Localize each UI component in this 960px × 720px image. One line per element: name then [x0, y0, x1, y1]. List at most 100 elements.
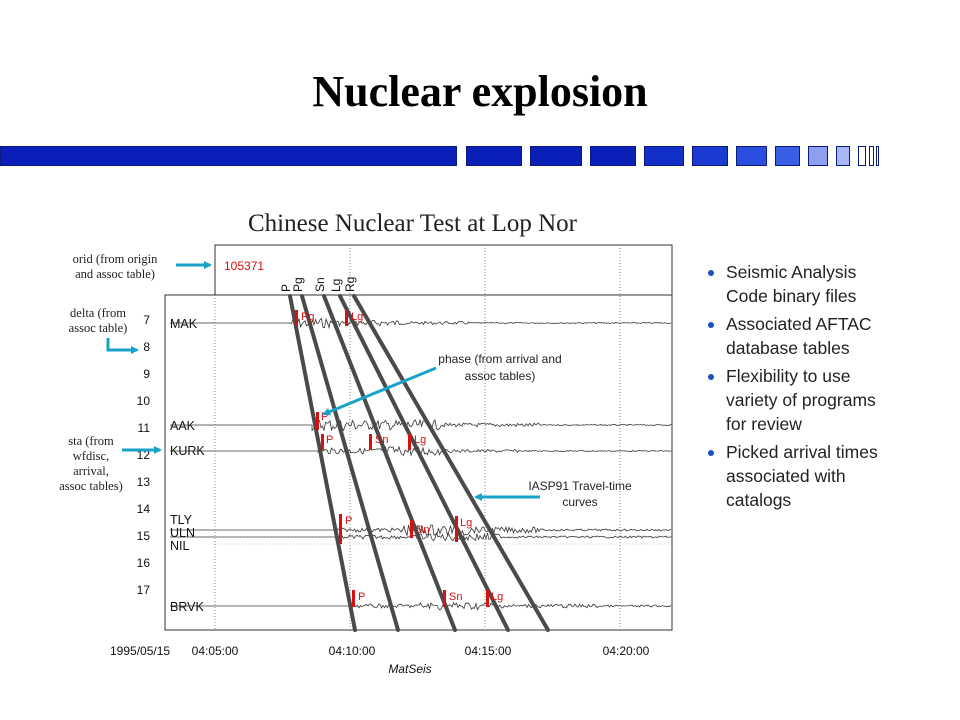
x-tick-label: 04:05:00 — [192, 644, 239, 658]
figure-title: Chinese Nuclear Test at Lop Nor — [248, 210, 577, 237]
pick-marker — [339, 514, 342, 544]
station-label: MAK — [170, 317, 198, 331]
bullet-dot-icon — [708, 374, 714, 380]
annotation-arrows — [106, 261, 540, 501]
note-line: and assoc table) — [75, 267, 155, 281]
delta-tick-label: 9 — [143, 367, 150, 381]
iasp-note-line: IASP91 Travel-time — [528, 479, 632, 493]
bar-segment — [775, 146, 800, 166]
travel-time-curves — [288, 294, 550, 632]
decorative-bar-row — [0, 146, 960, 168]
bullet-dot-icon — [708, 450, 714, 456]
bullet-item: Associated AFTAC database tables — [704, 312, 954, 360]
travel-time-curve — [338, 294, 510, 632]
note-line: wfdisc, — [72, 449, 110, 463]
phase-header-label: Pg — [291, 277, 305, 292]
bullet-line: variety of programs — [726, 390, 876, 410]
bullet-dot-icon — [708, 322, 714, 328]
bullet-list: Seismic Analysis Code binary files Assoc… — [704, 260, 954, 516]
bullet-line: Seismic Analysis — [726, 262, 857, 282]
x-tick-label: 04:20:00 — [603, 644, 650, 658]
station-label: NIL — [170, 539, 190, 553]
bullet-line: Code binary files — [726, 286, 857, 306]
delta-note: delta (from assoc table) — [48, 306, 148, 336]
waveform-trace — [170, 523, 672, 537]
bar-segment — [858, 146, 866, 166]
pick-label: Sn — [375, 434, 388, 446]
bullet-item: Seismic Analysis Code binary files — [704, 260, 954, 308]
plot-frame — [164, 294, 673, 631]
pick-label: Sn — [449, 591, 462, 603]
station-label: ULN — [170, 526, 195, 540]
pick-marker — [486, 590, 489, 607]
bullet-item: Flexibility to use variety of programs f… — [704, 364, 954, 436]
delta-tick-label: 8 — [143, 340, 150, 354]
bar-segment — [644, 146, 684, 166]
slide-title: Nuclear explosion — [312, 67, 648, 116]
orid-value: 105371 — [224, 259, 264, 273]
travel-time-curve — [322, 294, 457, 632]
pick-marker — [443, 590, 446, 607]
note-line: sta (from — [68, 434, 114, 448]
pick-label: Lg — [460, 517, 472, 529]
bullet-item: Picked arrival times associated with cat… — [704, 440, 954, 512]
pick-label: P — [321, 411, 328, 423]
iasp-note-line: curves — [562, 495, 597, 509]
station-label: TLY — [170, 513, 193, 527]
pick-label: Sn — [416, 524, 429, 536]
phase-picks: Pg Lg P P Sn Lg P Sn Lg P Sn Lg — [295, 310, 503, 607]
phase-arrow-icon — [322, 366, 437, 416]
waveform-trace — [170, 418, 673, 432]
bullet-line: catalogs — [726, 490, 792, 510]
delta-tick-label: 12 — [137, 448, 151, 462]
pick-marker — [316, 412, 319, 430]
phase-header-label: Rg — [343, 277, 357, 292]
station-label: KURK — [170, 444, 205, 458]
pick-label: Lg — [414, 434, 426, 446]
pick-label: P — [326, 434, 333, 446]
bar-segment — [836, 146, 850, 166]
travel-time-curve — [352, 294, 550, 632]
waveform-traces — [170, 317, 673, 612]
delta-tick-label: 16 — [137, 556, 151, 570]
waveform-trace — [170, 317, 672, 330]
note-line: assoc table) — [68, 321, 128, 335]
note-line: arrival, — [73, 464, 109, 478]
bullet-line: database tables — [726, 338, 850, 358]
delta-tick-label: 15 — [137, 529, 151, 543]
pick-marker — [408, 434, 411, 450]
x-tick-label: 04:10:00 — [329, 644, 376, 658]
bullet-line: Picked arrival times — [726, 442, 878, 462]
bar-segment — [590, 146, 636, 166]
bar-segment — [530, 146, 582, 166]
station-label: AAK — [170, 419, 196, 433]
bar-segment — [0, 146, 457, 166]
waveform-trace — [170, 445, 673, 457]
pick-marker — [295, 310, 298, 326]
phase-header-label: P — [279, 284, 293, 292]
bullet-line: associated with — [726, 466, 846, 486]
delta-tick-label: 17 — [137, 583, 151, 597]
note-line: delta (from — [70, 306, 126, 320]
pick-label: Pg — [301, 311, 314, 323]
station-label: BRVK — [170, 600, 204, 614]
phase-header-label: Sn — [313, 277, 327, 292]
note-line: assoc tables) — [59, 479, 123, 493]
note-line: orid (from origin — [72, 252, 158, 266]
bar-segment — [869, 146, 874, 166]
delta-tick-label: 11 — [138, 421, 151, 435]
phase-header-label: Lg — [329, 279, 343, 292]
waveform-trace — [170, 601, 672, 612]
phase-note-line: phase (from arrival and — [438, 352, 561, 366]
pick-label: P — [345, 515, 352, 527]
bar-segment — [808, 146, 828, 166]
pick-label: Lg — [491, 591, 503, 603]
pick-marker — [352, 590, 355, 607]
delta-tick-label: 13 — [137, 475, 151, 489]
bullet-line: Associated AFTAC — [726, 314, 872, 334]
phase-note-line: assoc tables) — [465, 369, 536, 383]
x-tick-label: 04:15:00 — [465, 644, 512, 658]
bullet-dot-icon — [708, 270, 714, 276]
bullet-line: Flexibility to use — [726, 366, 851, 386]
waveform-trace — [170, 531, 673, 542]
